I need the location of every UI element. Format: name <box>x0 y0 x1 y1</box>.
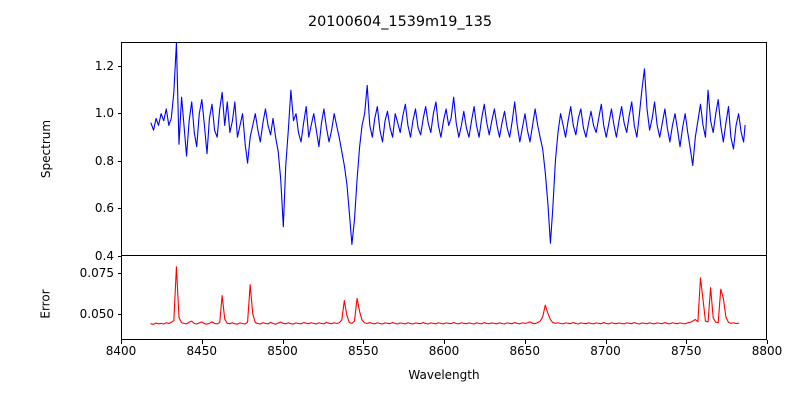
error-line-series <box>122 256 766 339</box>
x-axis-tick-label: 8700 <box>590 344 621 358</box>
y-axis-tick-label-spectrum: 1.2 <box>94 58 114 73</box>
y-axis-tick-label-error: 0.050 <box>79 306 114 321</box>
x-axis-tick <box>605 340 607 344</box>
x-axis-tick <box>363 340 365 344</box>
spectrum-line-series <box>122 43 766 255</box>
x-axis-tick <box>767 340 768 344</box>
y-axis-tick-label-spectrum: 0.6 <box>94 201 114 216</box>
y-axis-label-spectrum: Spectrum <box>39 119 53 179</box>
x-axis-tick <box>686 340 688 344</box>
y-axis-tick-spectrum <box>117 208 121 210</box>
page-title: 20100604_1539m19_135 <box>307 14 493 30</box>
y-axis-label-error: Error <box>38 289 53 319</box>
y-axis-tick-label-spectrum: 0.4 <box>94 249 114 263</box>
y-axis-tick-spectrum <box>117 65 121 67</box>
x-axis-tick-label: 8450 <box>186 344 218 358</box>
x-axis-tick <box>282 340 284 344</box>
x-axis-tick-label: 8400 <box>105 344 137 358</box>
y-axis-tick-label-spectrum: 0.8 <box>94 153 114 168</box>
y-axis-tick-label-spectrum: 1.0 <box>94 106 114 121</box>
x-axis-tick-label: 8800 <box>751 344 783 358</box>
error-plot-area <box>121 255 767 340</box>
x-axis-tick <box>121 340 122 344</box>
x-axis-tick-label: 8550 <box>347 344 379 358</box>
y-axis-tick-error <box>117 272 121 274</box>
y-axis-tick-label-error: 0.075 <box>79 265 114 280</box>
y-axis-tick-spectrum <box>117 256 121 257</box>
x-axis-label-wavelength: Wavelength <box>408 368 480 382</box>
x-axis-tick <box>201 340 203 344</box>
x-axis-tick <box>524 340 526 344</box>
y-axis-tick-error <box>117 313 121 315</box>
y-axis-tick-spectrum <box>117 160 121 162</box>
x-axis-tick-label: 8500 <box>267 344 298 358</box>
y-axis-tick-spectrum <box>117 113 121 115</box>
x-axis-tick-label: 8650 <box>509 344 541 358</box>
spectrum-plot-area <box>121 42 767 256</box>
x-axis-tick-label: 8750 <box>670 344 702 358</box>
x-axis-tick <box>444 340 445 344</box>
x-axis-tick-label: 8600 <box>428 344 460 358</box>
